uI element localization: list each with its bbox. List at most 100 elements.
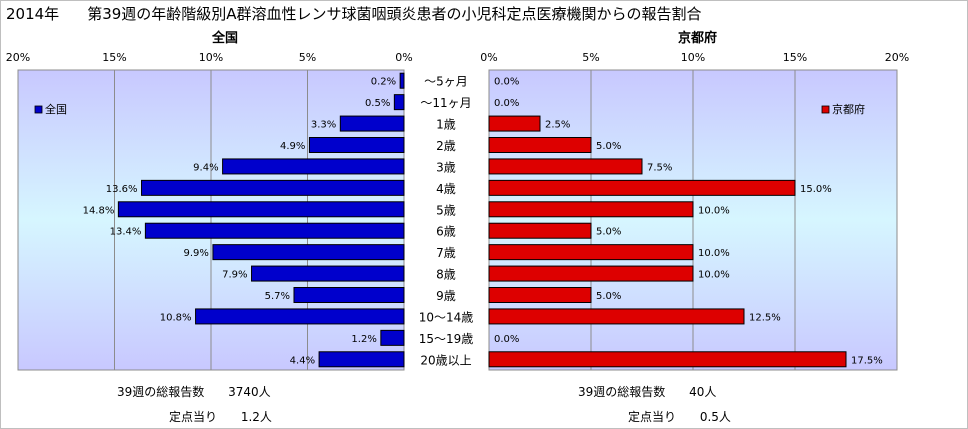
category-label: 9歳 [436,289,456,303]
national-bar [399,72,405,89]
category-label: 7歳 [436,246,456,260]
national-data-label: 4.9% [280,141,305,152]
kyoto-bar [488,201,694,218]
kyoto-bar [488,287,592,303]
kyoto-tick-label: 5% [582,51,599,64]
national-panel-title: 全国 [212,31,239,46]
national-tick-label: 5% [299,51,316,64]
national-data-label: 7.9% [222,270,247,281]
category-label: 2歳 [436,139,456,153]
category-label: ～5ヶ月 [424,75,468,89]
kyoto-data-label: 0.0% [494,334,519,345]
kyoto-legend-label: 京都府 [832,102,865,116]
national-data-label: 9.9% [184,248,209,259]
kyoto-bar [488,308,745,325]
kyoto-bar [488,244,694,261]
national-bar [293,287,405,303]
kyoto-bar [488,137,592,153]
kyoto-data-label: 5.0% [596,141,621,152]
category-label: 1歳 [436,118,456,132]
national-bar [141,179,405,196]
national-tick-label: 15% [102,51,126,64]
kyoto-per-value: 0.5人 [699,410,731,424]
kyoto-data-label: 15.0% [800,184,832,195]
kyoto-bar [488,222,592,239]
national-legend-label: 全国 [45,102,67,116]
kyoto-data-label: 12.5% [749,312,781,323]
kyoto-tick-label: 20% [885,51,909,64]
kyoto-data-label: 5.0% [596,227,621,238]
national-data-label: 10.8% [160,312,192,323]
kyoto-bar [488,265,694,282]
kyoto-tick-label: 10% [681,51,705,64]
kyoto-total-value: 40人 [689,385,717,399]
kyoto-bar [488,158,643,175]
category-label: 10～14歳 [419,310,474,324]
national-data-label: 5.7% [265,291,290,302]
national-data-label: 3.3% [311,120,336,131]
kyoto-tick-label: 0% [480,51,497,64]
category-label: 15～19歳 [419,332,474,346]
kyoto-data-label: 17.5% [851,355,883,366]
national-data-label: 13.6% [106,184,138,195]
national-data-label: 0.2% [371,77,396,88]
national-data-label: 4.4% [290,355,315,366]
kyoto-bar [488,115,541,132]
kyoto-data-label: 0.0% [494,77,519,88]
kyoto-data-label: 0.0% [494,98,519,109]
national-data-label: 0.5% [365,98,390,109]
national-bar [393,94,405,111]
chart-title-text: 第39週の年齢階級別A群溶血性レンサ球菌咽頭炎患者の小児科定点医療機関からの報告… [87,5,702,23]
national-legend-swatch [34,105,43,114]
kyoto-legend-swatch [821,105,830,114]
national-bar [195,308,405,325]
category-label: 20歳以上 [420,353,471,367]
kyoto-tick-label: 15% [783,51,807,64]
kyoto-data-label: 5.0% [596,291,621,302]
kyoto-total-stat: 39週の総報告数 40人 [578,383,716,400]
national-legend: 全国 [34,102,67,116]
national-tick-label: 20% [6,51,30,64]
national-bar [144,222,405,239]
category-label: 3歳 [436,160,456,174]
national-bar [117,201,405,218]
kyoto-per-stat: 定点当り 0.5人 [628,408,731,425]
category-label: 6歳 [436,225,456,239]
national-data-label: 13.4% [110,227,142,238]
national-bar [318,351,405,368]
chart-title: 2014年 第39週の年齢階級別A群溶血性レンサ球菌咽頭炎患者の小児科定点医療機関… [6,3,730,24]
kyoto-bar [488,351,847,368]
kyoto-per-label: 定点当り [628,410,677,424]
national-tick-label: 0% [395,51,412,64]
national-bar [222,158,405,175]
national-bar [339,115,405,132]
category-label: ～11ヶ月 [420,96,471,110]
national-data-label: 1.2% [351,334,376,345]
national-data-label: 9.4% [193,162,218,173]
national-total-value: 3740人 [228,385,271,399]
category-label: 5歳 [436,203,456,217]
national-data-label: 14.8% [83,205,115,216]
kyoto-legend: 京都府 [821,102,865,116]
kyoto-data-label: 2.5% [545,120,570,131]
national-total-stat: 39週の総報告数 3740人 [117,383,271,400]
national-bar [212,244,405,261]
national-bar [308,137,405,153]
category-label: 4歳 [436,182,456,196]
kyoto-panel-title: 京都府 [678,31,718,46]
category-label: 8歳 [436,268,456,282]
kyoto-total-label: 39週の総報告数 [578,385,666,399]
national-per-label: 定点当り [169,410,218,424]
national-total-label: 39週の総報告数 [117,385,205,399]
kyoto-data-label: 7.5% [647,162,672,173]
national-bar [380,329,405,346]
kyoto-data-label: 10.0% [698,205,730,216]
national-per-stat: 定点当り 1.2人 [169,408,272,425]
chart-title-year: 2014年 [6,5,60,23]
kyoto-bar [488,179,796,196]
national-bar [251,265,405,282]
national-tick-label: 10% [199,51,223,64]
national-per-value: 1.2人 [240,410,272,424]
kyoto-data-label: 10.0% [698,270,730,281]
